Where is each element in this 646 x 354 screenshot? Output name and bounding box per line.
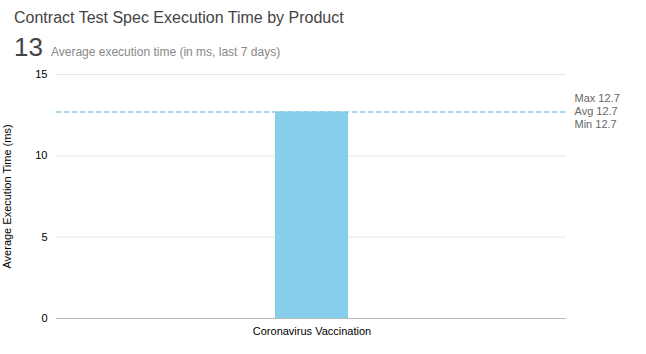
svg-text:0: 0 xyxy=(41,312,47,324)
svg-text:Max 12.7: Max 12.7 xyxy=(575,92,620,104)
html-text:Contract Test Spec Execution T: Contract Test Spec Execution Time by Pro… xyxy=(14,9,344,26)
svg-text:Average Execution Time (ms): Average Execution Time (ms) xyxy=(1,124,13,268)
svg-text:10: 10 xyxy=(35,149,47,161)
svg-text:5: 5 xyxy=(41,231,47,243)
svg-text:Coronavirus Vaccination: Coronavirus Vaccination xyxy=(253,325,371,337)
html-text:13: 13 xyxy=(14,32,43,62)
svg-text:15: 15 xyxy=(35,68,47,80)
html-text:Average execution time (in ms,: Average execution time (in ms, last 7 da… xyxy=(50,45,281,59)
svg-text:Avg 12.7: Avg 12.7 xyxy=(575,105,618,117)
svg-text:Min 12.7: Min 12.7 xyxy=(575,118,617,130)
